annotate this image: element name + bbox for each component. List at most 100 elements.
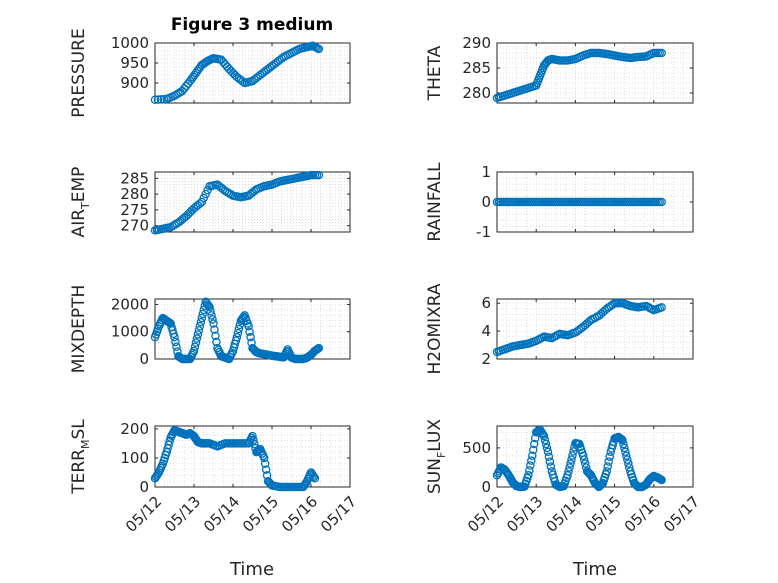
- data-point: [622, 451, 631, 460]
- data-point: [314, 44, 324, 54]
- data-point: [193, 330, 203, 339]
- data-point: [529, 439, 539, 449]
- data-point: [208, 315, 217, 324]
- data-point: [197, 197, 207, 207]
- y-tick-label: 2000: [111, 295, 149, 313]
- y-tick-label: 500: [462, 439, 491, 457]
- data-point: [207, 311, 216, 320]
- y-tick-label: 100: [120, 449, 149, 467]
- y-tick-label: 280: [120, 185, 149, 203]
- data-point: [539, 431, 549, 441]
- data-point: [657, 197, 666, 207]
- data-point: [248, 431, 257, 441]
- data-point: [579, 455, 589, 464]
- data-point: [546, 462, 556, 471]
- data-point: [542, 443, 552, 453]
- y-tick-label: 4: [481, 322, 491, 340]
- data-point: [212, 337, 221, 347]
- data-point: [153, 95, 163, 104]
- y-tick-label: 0: [139, 350, 149, 368]
- data-point: [245, 327, 254, 336]
- data-point: [234, 324, 244, 334]
- x-axis-label-right: Time: [572, 559, 617, 580]
- data-point: [309, 472, 319, 482]
- data-point: [526, 461, 535, 470]
- data-point: [608, 300, 617, 309]
- y-tick-label: 200: [120, 420, 149, 438]
- data-point: [657, 475, 666, 485]
- data-point: [565, 463, 574, 472]
- data-point: [201, 189, 210, 199]
- data-point: [169, 329, 178, 339]
- data-point: [314, 170, 324, 180]
- data-point: [541, 439, 551, 449]
- y-tick-label: -1: [476, 223, 491, 241]
- data-point: [617, 435, 626, 444]
- data-point: [540, 435, 550, 445]
- panel-rainfall: -1 0 1 RAINFALL: [425, 162, 694, 242]
- data-point: [235, 320, 245, 330]
- data-point: [170, 332, 179, 342]
- y-tick-label: 6: [481, 294, 491, 312]
- y-tick-label: 950: [120, 54, 149, 72]
- data-point: [527, 456, 536, 465]
- data-point: [209, 319, 218, 328]
- data-point: [657, 48, 666, 58]
- axes-box: [154, 171, 351, 233]
- data-point: [538, 430, 548, 439]
- panel-mixdepth: 0 1000 2000 MIXDEPTH: [69, 285, 351, 374]
- y-axis-label: MIXDEPTH: [69, 285, 89, 374]
- data-point: [195, 199, 205, 208]
- y-tick-label: 0: [139, 478, 149, 496]
- y-tick-label: 285: [120, 169, 149, 187]
- data-point: [564, 467, 573, 476]
- panel-h2omixra: 2 4 6 H2OMIXRA: [425, 283, 694, 375]
- data-point: [260, 459, 270, 469]
- data-point: [569, 447, 578, 456]
- data-point: [189, 346, 199, 356]
- y-tick-label: 275: [120, 201, 149, 219]
- data-point: [249, 435, 258, 445]
- data-point: [545, 457, 555, 466]
- y-axis-label: THETA: [425, 45, 445, 101]
- data-point: [524, 471, 533, 480]
- axes-box: [154, 42, 351, 104]
- panel-theta: 280 285 290 THETA: [425, 34, 694, 104]
- data-point: [210, 325, 219, 334]
- data-point: [605, 452, 614, 461]
- data-point: [621, 447, 630, 457]
- data-point: [194, 326, 204, 335]
- data-point: [310, 474, 320, 483]
- panel-pressure: 900 950 1000 PRESSURE: [69, 28, 351, 118]
- data-point: [544, 452, 554, 461]
- data-point: [246, 332, 255, 342]
- y-tick-label: 0: [481, 193, 491, 211]
- y-axis-label: RAINFALL: [425, 162, 445, 242]
- data-point: [172, 342, 181, 351]
- data-point: [195, 322, 205, 331]
- y-tick-label: 285: [462, 59, 491, 77]
- data-point: [578, 451, 588, 460]
- data-point: [231, 336, 241, 345]
- data-point: [205, 302, 214, 312]
- y-tick-label: 0: [481, 478, 491, 496]
- data-point: [211, 331, 220, 341]
- data-point: [580, 459, 590, 468]
- data-point: [206, 307, 215, 316]
- data-point: [563, 471, 572, 480]
- data-point: [259, 453, 269, 463]
- y-axis-label: SUNFLUX: [425, 419, 448, 494]
- y-tick-label: 1000: [111, 323, 149, 341]
- axes-box: [154, 425, 351, 488]
- y-tick-label: 270: [120, 217, 149, 235]
- axes-box: [496, 42, 694, 104]
- data-point: [620, 443, 629, 453]
- data-point: [226, 190, 236, 199]
- data-point: [244, 322, 253, 331]
- data-point: [624, 459, 633, 468]
- data-point: [156, 95, 166, 104]
- data-point: [191, 338, 201, 347]
- data-point: [603, 462, 612, 471]
